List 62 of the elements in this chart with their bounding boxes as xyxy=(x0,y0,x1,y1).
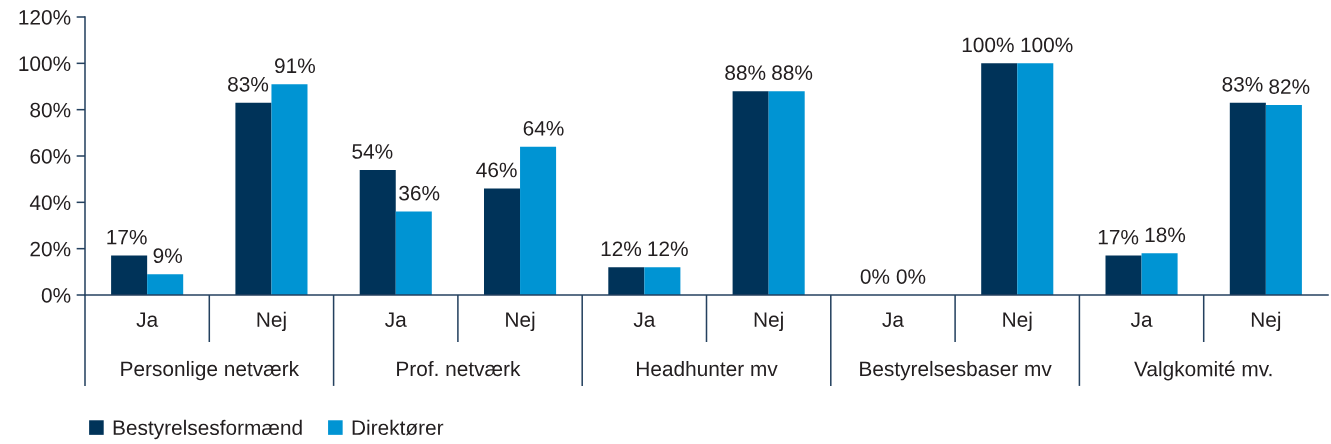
data-label: 83% xyxy=(228,76,269,92)
bar xyxy=(981,63,1018,295)
x-tick-label: Nej xyxy=(754,311,783,332)
bar xyxy=(147,274,184,295)
data-label: 0% xyxy=(860,269,890,284)
x-tick-label: Nej xyxy=(257,311,286,332)
text: Personlige netværk xyxy=(121,360,300,381)
x-tick-label: Ja xyxy=(385,312,407,327)
bar xyxy=(271,84,308,295)
data-label: 83% xyxy=(1222,76,1263,92)
legend-label: Direktører xyxy=(352,419,444,436)
bar xyxy=(1229,102,1266,295)
bar xyxy=(768,91,805,295)
data-label: 100% xyxy=(1021,37,1073,53)
y-tick-label: 20% xyxy=(30,241,71,257)
data-label: 12% xyxy=(648,241,688,257)
data-label: 18% xyxy=(1145,227,1186,243)
bar xyxy=(644,267,681,295)
data-label: 88% xyxy=(725,65,766,81)
bar xyxy=(1141,253,1178,295)
bar xyxy=(395,211,432,295)
data-label: 100% xyxy=(962,37,1014,53)
data-label: 91% xyxy=(275,58,315,74)
data-label: 88% xyxy=(772,65,813,81)
bar xyxy=(732,91,769,295)
legend-label: Bestyrelsesformænd xyxy=(113,419,302,440)
x-tick-label: Nej xyxy=(506,311,535,332)
data-label: 12% xyxy=(601,241,642,257)
bar xyxy=(359,169,396,295)
bar xyxy=(520,146,557,295)
data-label: 0% xyxy=(896,269,926,284)
data-label: 64% xyxy=(523,120,564,136)
bar xyxy=(1017,63,1054,295)
x-tick-label: Nej xyxy=(1251,311,1281,332)
bar xyxy=(235,102,272,295)
data-label: 54% xyxy=(352,144,393,159)
y-tick-label: 0% xyxy=(41,288,71,303)
bar xyxy=(484,188,521,295)
y-tick-label: 100% xyxy=(19,56,71,72)
data-label: 82% xyxy=(1269,79,1310,94)
bar xyxy=(1105,255,1142,295)
text: Bestyrelsesbaser mv xyxy=(860,360,1052,381)
data-label: 17% xyxy=(1098,229,1139,245)
data-label: 17% xyxy=(107,229,147,245)
text: Prof. netværk xyxy=(397,360,521,377)
data-label: 36% xyxy=(399,185,440,201)
bar xyxy=(111,255,148,295)
data-label: 9% xyxy=(153,248,182,264)
x-tick-label: Ja xyxy=(136,312,159,327)
y-tick-label: 60% xyxy=(30,149,71,164)
y-tick-label: 120% xyxy=(19,10,71,25)
text: Headhunter mv xyxy=(637,360,778,377)
x-tick-label: Ja xyxy=(882,312,904,327)
x-tick-label: Nej xyxy=(1003,311,1032,332)
y-tick-label: 40% xyxy=(29,195,71,211)
text: Valgkomité mv. xyxy=(1134,360,1272,381)
x-tick-label: Ja xyxy=(633,312,656,327)
bar xyxy=(1265,105,1302,295)
y-tick-label: 80% xyxy=(30,102,71,118)
bar xyxy=(608,267,645,295)
x-tick-label: Ja xyxy=(1130,312,1153,327)
data-label: 46% xyxy=(476,162,517,178)
